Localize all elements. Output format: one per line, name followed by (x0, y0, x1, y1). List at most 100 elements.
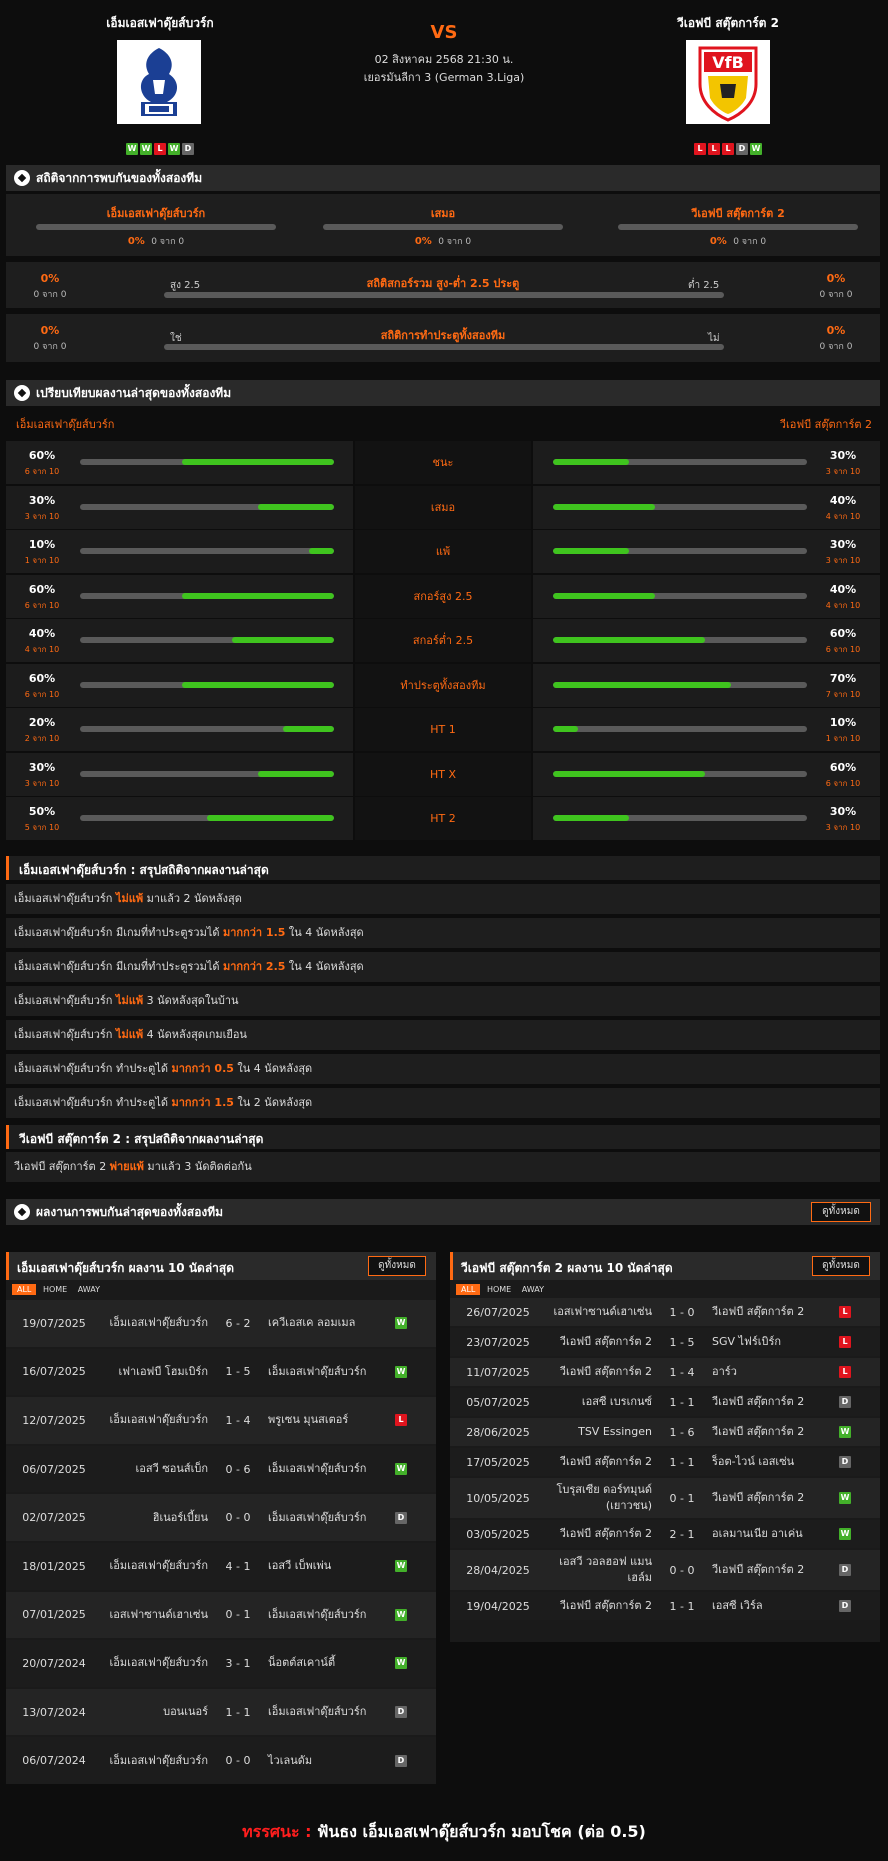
home-pct: 40% (28, 627, 56, 640)
match-row[interactable]: 06/07/2025 เอสวี ซอนส์เบ็ก 0 - 6 เอ็มเอสเฟา… (6, 1445, 436, 1493)
summary-highlight: มากกว่า 1.5 (171, 1096, 234, 1109)
match-away-team: เอ็มเอสเฟาดุ๊ยส์บวร์ก (268, 1364, 367, 1378)
away-filter-tabs: ALL HOME AWAY (456, 1284, 548, 1298)
match-row[interactable]: 13/07/2024 บอนเนอร์ 1 - 1 เอ็มเอสเฟาดุ๊ยส์บ… (6, 1688, 436, 1736)
match-row[interactable]: 26/07/2025 เอสเฟาซานด์เฮาเซ่น 1 - 0 วีเอฟบี… (450, 1298, 880, 1326)
match-row[interactable]: 20/07/2024 เอ็มเอสเฟาดุ๊ยส์บวร์ก 3 - 1 น็อต… (6, 1640, 436, 1687)
home-see-all-button[interactable]: ดูทั้งหมด (368, 1256, 426, 1276)
match-result-badge: D (839, 1564, 851, 1576)
home-bar (80, 503, 334, 510)
match-row[interactable]: 19/07/2025 เอ็มเอสเฟาดุ๊ยส์บวร์ก 6 - 2 เควี… (6, 1300, 436, 1347)
compare-label: HT X (355, 752, 531, 796)
match-score: 0 - 0 (225, 1511, 251, 1525)
match-date: 10/05/2025 (466, 1491, 530, 1505)
ou-under-label: ต่ำ 2.5 (688, 280, 720, 291)
soccer-ball-icon (14, 1204, 30, 1220)
match-row[interactable]: 23/07/2025 วีเอฟบี สตุ๊ตการ์ต 2 1 - 5 SGV ไ… (450, 1328, 880, 1356)
home-count: 6 จาก 10 (24, 600, 60, 610)
home-summary-header: เอ็มเอสเฟาดุ๊ยส์บวร์ก : สรุปสถิติจากผลงา… (6, 856, 880, 880)
match-row[interactable]: 07/01/2025 เอสเฟาซานด์เฮาเซ่น 0 - 1 เอ็มเอส… (6, 1591, 436, 1639)
summary-text: เอ็มเอสเฟาดุ๊ยส์บวร์ก มีเกมที่ทำประตูรวม… (14, 926, 223, 939)
h2h-section-header: สถิติจากการพบกันของทั้งสองทีม (6, 165, 880, 191)
away-bar (553, 681, 807, 688)
match-row[interactable]: 10/05/2025 โบรุสเซีย ดอร์ทมุนด์ (เยาวชน) 0… (450, 1478, 880, 1518)
home-matches-table: เอ็มเอสเฟาดุ๊ยส์บวร์ก ผลงาน 10 นัดล่าสุด… (6, 1252, 436, 1784)
summary-highlight: ไม่แพ้ (115, 1028, 144, 1041)
ou-over-label: สูง 2.5 (170, 280, 201, 291)
match-row[interactable]: 16/07/2025 เฟาเอฟบี โฮมเบิร์ก 1 - 5 เอ็มเอส… (6, 1348, 436, 1396)
h2h-away-label: วีเอฟบี สตุ๊ตการ์ต 2 (691, 207, 785, 220)
form-badge: L (694, 143, 706, 155)
match-result-badge: W (395, 1317, 407, 1330)
away-see-all-button[interactable]: ดูทั้งหมด (812, 1256, 870, 1276)
compare-row: 60% 6 จาก 10 ทำประตูทั้งสองทีม 70% 7 จาก 10 (6, 663, 880, 708)
away-team-name: วีเอฟบี สตุ๊ตการ์ต 2 (676, 16, 780, 30)
home-bar (80, 681, 334, 688)
compare-row: 20% 2 จาก 10 HT 1 10% 1 จาก 10 (6, 708, 880, 752)
verdict-text: ฟันธง เอ็มเอสเฟาดุ๊ยส์บวร์ก มอบโชค (ต่อ … (311, 1822, 646, 1841)
match-row[interactable]: 11/07/2025 วีเอฟบี สตุ๊ตการ์ต 2 1 - 4 อาร์ว… (450, 1358, 880, 1386)
filter-tab-all[interactable]: ALL (12, 1284, 37, 1295)
match-result-badge: L (839, 1306, 851, 1318)
filter-tab-home[interactable]: HOME (42, 1285, 68, 1294)
match-home-team: วีเอฟบี สตุ๊ตการ์ต 2 (559, 1455, 652, 1468)
btts-no-label: ไม่ (708, 333, 720, 344)
home-pct: 60% (28, 671, 56, 685)
away-bar-fill (553, 770, 706, 777)
match-row[interactable]: 28/06/2025 TSV Essingen 1 - 6 วีเอฟบี สตุ๊ต… (450, 1418, 880, 1446)
match-date: 05/07/2025 (466, 1395, 530, 1409)
filter-tab-away[interactable]: AWAY (77, 1285, 101, 1294)
summary-text-end: ใน 4 นัดหลังสุด (285, 926, 364, 939)
match-row[interactable]: 05/07/2025 เอสซี เบรเกนซ์ 1 - 1 วีเอฟบี สตุ… (450, 1388, 880, 1416)
match-result-badge: W (839, 1528, 851, 1540)
filter-tab-home[interactable]: HOME (486, 1285, 512, 1294)
filter-tab-all[interactable]: ALL (456, 1284, 481, 1295)
match-score: 0 - 0 (225, 1754, 251, 1768)
away-bar-fill (553, 503, 655, 510)
away-bar-fill (553, 592, 655, 599)
home-pct: 10% (28, 538, 56, 551)
match-row[interactable]: 17/05/2025 วีเอฟบี สตุ๊ตการ์ต 2 1 - 1 ร็อต-… (450, 1448, 880, 1476)
away-pct: 40% (829, 493, 857, 507)
match-home-team: เอ็มเอสเฟาดุ๊ยส์บวร์ก (109, 1316, 208, 1330)
match-row[interactable]: 19/04/2025 วีเอฟบี สตุ๊ตการ์ต 2 1 - 1 เอสซี… (450, 1592, 880, 1620)
away-count: 6 จาก 10 (825, 645, 861, 654)
match-score: 4 - 1 (225, 1559, 251, 1573)
btts-yes-label: ใช่ (170, 333, 182, 344)
away-bar-fill (553, 459, 630, 465)
match-score: 1 - 5 (225, 1365, 251, 1379)
filter-tab-away[interactable]: AWAY (521, 1285, 545, 1294)
home-count: 2 จาก 10 (24, 734, 60, 743)
form-badge: L (722, 143, 734, 155)
away-bar-fill (553, 681, 731, 688)
match-home-team: เอ็มเอสเฟาดุ๊ยส์บวร์ก (109, 1559, 208, 1573)
away-count: 4 จาก 10 (825, 600, 861, 610)
home-count: 6 จาก 10 (24, 467, 60, 476)
match-result-badge: W (395, 1463, 407, 1476)
h2h-home-pct: 0% (127, 236, 145, 247)
home-bar (80, 637, 334, 643)
match-row[interactable]: 18/01/2025 เอ็มเอสเฟาดุ๊ยส์บวร์ก 4 - 1 เอสว… (6, 1543, 436, 1590)
summary-text: เอ็มเอสเฟาดุ๊ยส์บวร์ก (14, 892, 116, 905)
summary-text-end: ใน 4 นัดหลังสุด (233, 1062, 313, 1075)
away-count: 3 จาก 10 (825, 467, 861, 476)
compare-label: ทำประตูทั้งสองทีม (355, 663, 531, 707)
match-row[interactable]: 06/07/2024 เอ็มเอสเฟาดุ๊ยส์บวร์ก 0 - 0 ไวเล… (6, 1737, 436, 1784)
home-bar (80, 815, 334, 821)
compare-row: 30% 3 จาก 10 HT X 60% 6 จาก 10 (6, 752, 880, 797)
home-bar-fill (207, 815, 334, 821)
match-score: 1 - 4 (669, 1365, 695, 1379)
match-row[interactable]: 28/04/2025 เอสวี วอลฮอฟ แมนเฮล์ม 0 - 0 วีเอ… (450, 1550, 880, 1590)
match-home-team: เอ็มเอสเฟาดุ๊ยส์บวร์ก (109, 1753, 208, 1767)
btts-right-of: 0 จาก 0 (819, 342, 853, 352)
match-row[interactable]: 02/07/2025 ฮิเนอร์เบี้ยน 0 - 0 เอ็มเอสเฟาดุ… (6, 1494, 436, 1541)
match-date: 06/07/2024 (22, 1754, 86, 1768)
match-result-badge: D (395, 1511, 407, 1524)
recent-see-all-button[interactable]: ดูทั้งหมด (811, 1202, 871, 1222)
match-row[interactable]: 03/05/2025 วีเอฟบี สตุ๊ตการ์ต 2 2 - 1 อเลมา… (450, 1520, 880, 1548)
match-result-badge: D (839, 1396, 851, 1408)
match-result-badge: D (839, 1600, 851, 1612)
match-row[interactable]: 12/07/2025 เอ็มเอสเฟาดุ๊ยส์บวร์ก 1 - 4 พรูเ… (6, 1397, 436, 1444)
